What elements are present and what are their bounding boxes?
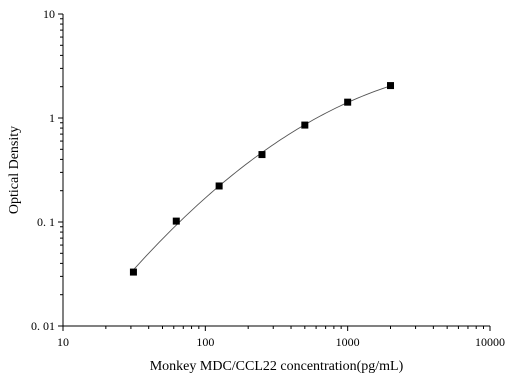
y-axis-title: Optical Density xyxy=(7,126,22,214)
y-tick-label: 0. 1 xyxy=(37,215,55,229)
y-tick-label: 10 xyxy=(43,7,55,21)
y-tick-label: 0. 01 xyxy=(31,319,55,333)
x-tick-label: 100 xyxy=(196,335,214,349)
data-point xyxy=(129,268,137,276)
y-ticks: 0. 01 0. 1 1 10 xyxy=(31,7,63,333)
y-tick-label: 1 xyxy=(49,111,55,125)
x-tick-label: 1000 xyxy=(336,335,360,349)
plot-area: 0. 01 0. 1 1 10 10 100 1000 10000 xyxy=(31,7,505,349)
data-point xyxy=(215,182,223,190)
x-tick-label: 10 xyxy=(57,335,69,349)
data-point xyxy=(387,82,395,90)
data-point xyxy=(344,98,352,106)
data-markers xyxy=(129,82,395,276)
data-point xyxy=(258,151,266,159)
x-ticks: 10 100 1000 10000 xyxy=(57,326,505,349)
fit-curve xyxy=(133,85,391,271)
x-tick-label: 10000 xyxy=(475,335,505,349)
data-point xyxy=(301,121,309,129)
x-axis-title: Monkey MDC/CCL22 concentration(pg/mL) xyxy=(150,359,404,374)
data-point xyxy=(172,217,180,225)
